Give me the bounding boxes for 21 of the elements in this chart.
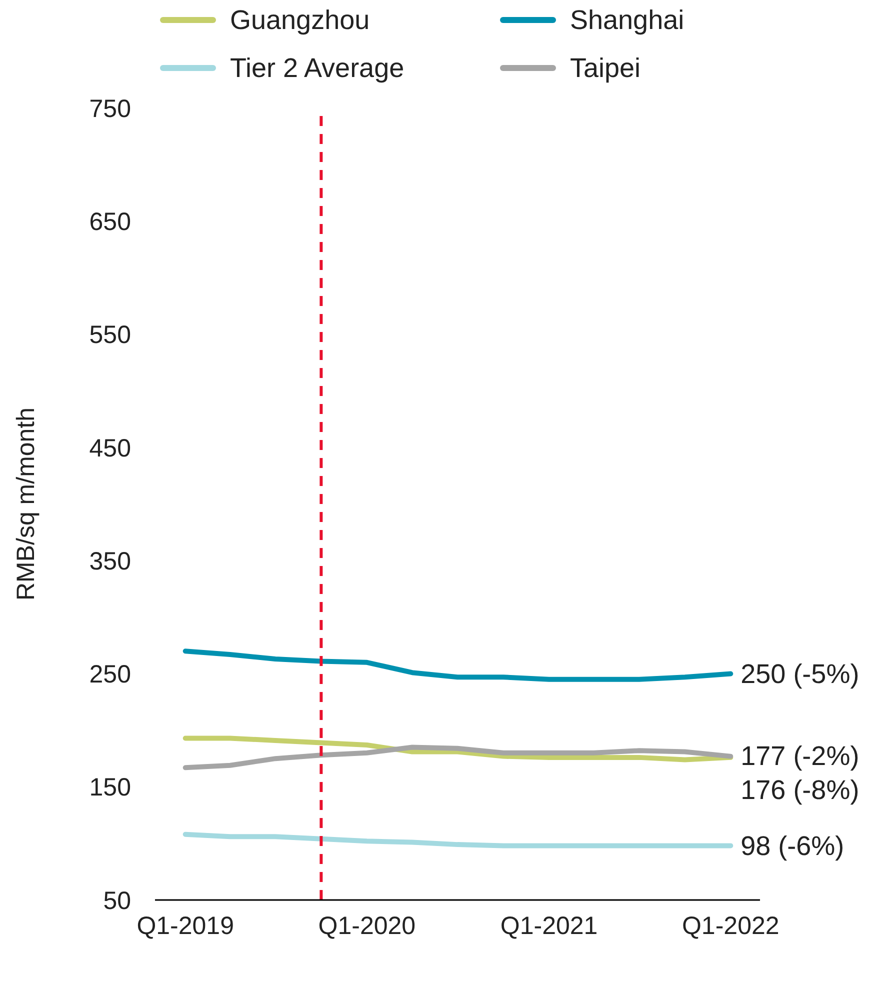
y-axis-title: RMB/sq m/month [12,407,40,601]
legend-label: Guangzhou [230,4,370,36]
legend-label: Taipei [570,52,641,84]
y-tick-label: 50 [103,886,131,915]
y-tick-label: 250 [89,660,131,689]
annotation: 176 (-8%) [740,774,860,808]
annotation: 250 (-5%) [740,658,860,691]
x-tick-label: Q1-2022 [682,912,780,940]
annotation: 98 (-6%) [740,830,844,863]
legend-label: Tier 2 Average [230,52,404,84]
y-tick-label: 650 [89,208,131,236]
y-tick-label: 750 [89,94,131,123]
legend-label: Shanghai [570,4,684,36]
x-tick-label: Q1-2021 [500,912,598,940]
y-tick-label: 550 [89,321,131,350]
annotation: 177 (-2%) [740,740,860,774]
y-tick-label: 450 [89,434,131,462]
y-tick-label: 350 [89,547,131,576]
y-tick-label: 150 [89,774,131,802]
x-tick-label: Q1-2020 [318,912,416,940]
x-tick-label: Q1-2019 [136,912,234,940]
